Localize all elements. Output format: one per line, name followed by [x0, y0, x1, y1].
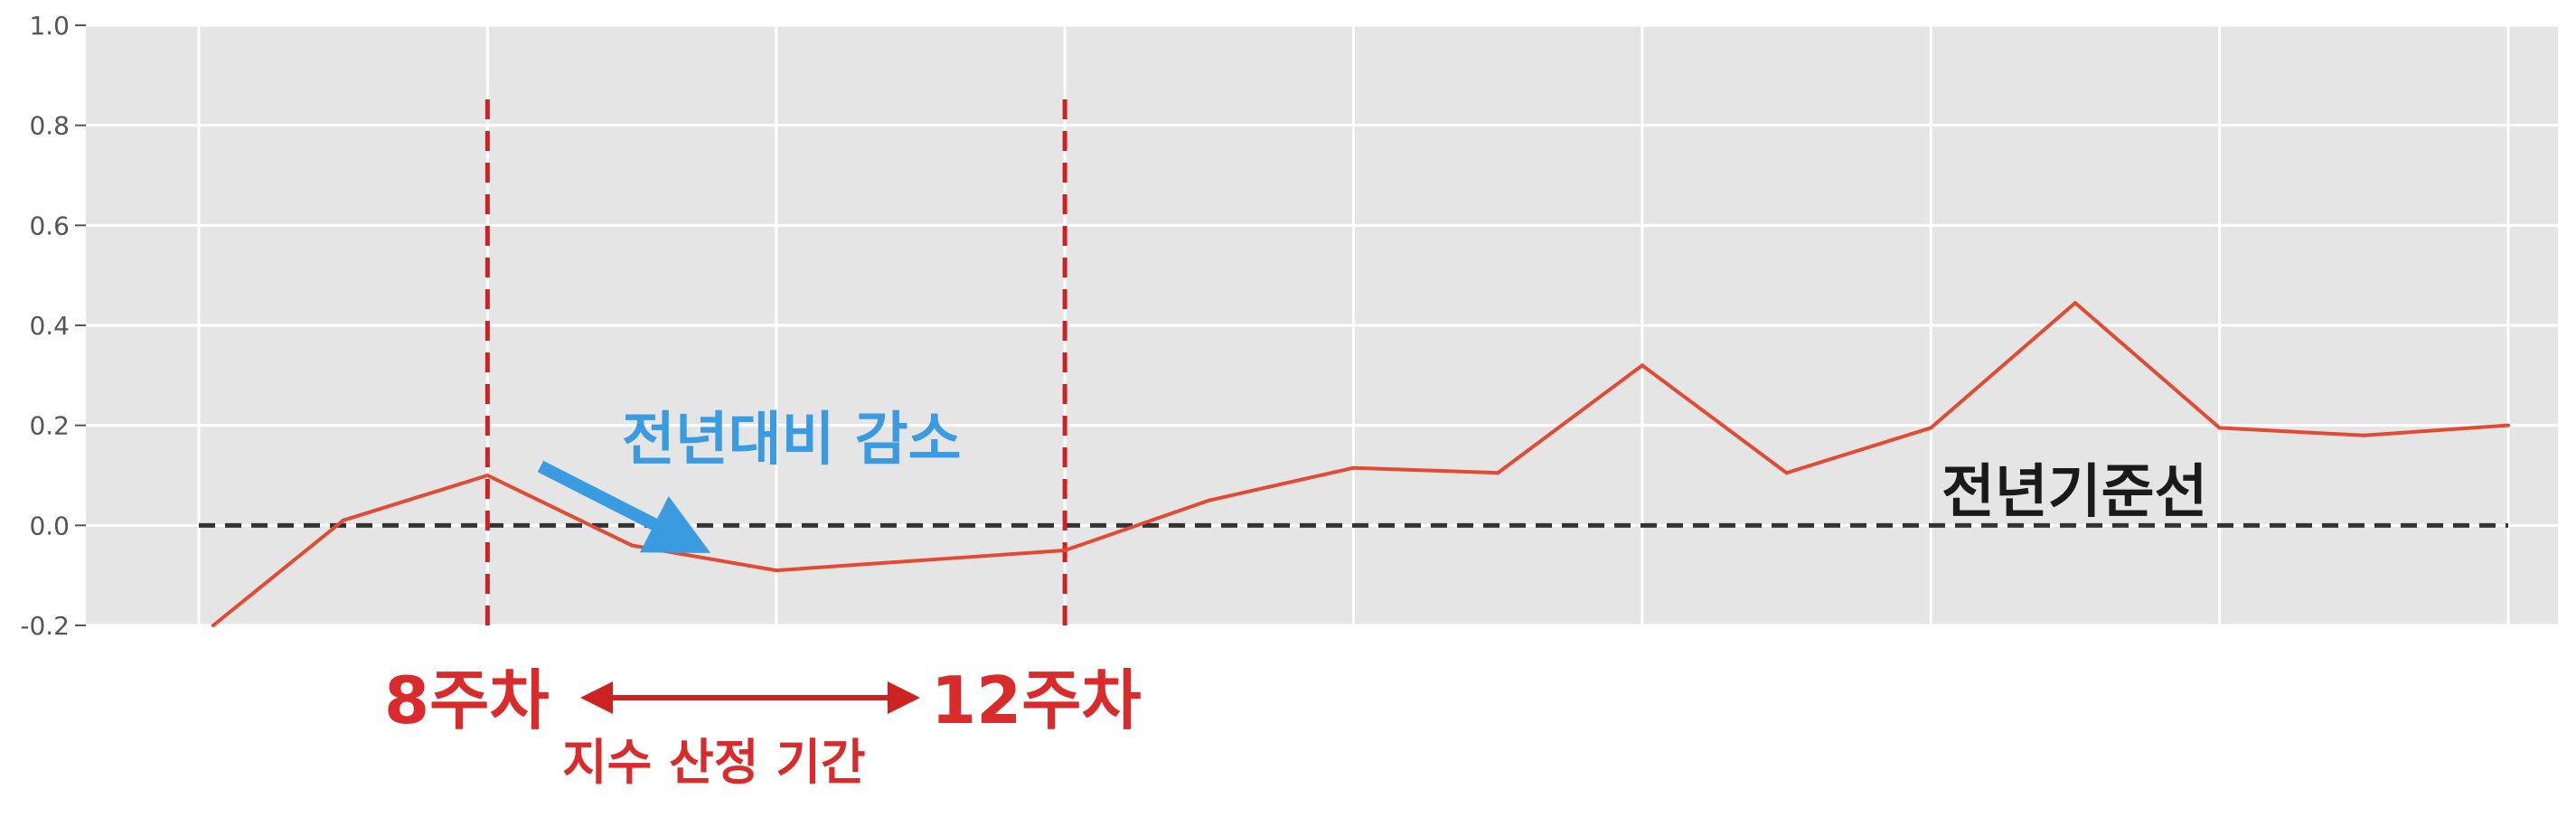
- marker-label-week-12: 12주차: [931, 662, 1142, 738]
- series-point-8: [1351, 465, 1356, 470]
- series-point-12: [1929, 426, 1933, 430]
- series-point-14: [2217, 426, 2222, 430]
- series-point-5: [918, 559, 923, 563]
- series-point-9: [1496, 471, 1500, 475]
- y-axis: -0.2 0.0 0.2 0.4 0.6 0.8 1.0: [20, 11, 86, 641]
- y-tick-label-2: 0.2: [29, 411, 70, 441]
- y-tick-label-0: -0.2: [20, 611, 70, 641]
- range-label: 지수 산정 기간: [562, 734, 866, 791]
- series-point-3: [630, 543, 635, 548]
- marker-label-week-8: 8주차: [384, 662, 550, 738]
- y-tick-label-1: 0.0: [29, 511, 70, 540]
- series-point-13: [2073, 301, 2077, 305]
- y-tick-label-4: 0.6: [29, 211, 70, 240]
- y-tick-label-6: 1.0: [29, 11, 70, 41]
- series-point-4: [774, 568, 778, 573]
- annotation-decrease-label: 전년대비 감소: [622, 407, 962, 474]
- series-point-0: [211, 624, 215, 627]
- series-point-6: [1063, 549, 1067, 552]
- series-point-1: [341, 518, 345, 522]
- series-point-11: [1784, 471, 1789, 475]
- y-tick-label-3: 0.4: [29, 311, 70, 341]
- series-point-16: [2506, 423, 2510, 427]
- y-tick-label-5: 0.8: [29, 111, 70, 141]
- series-point-7: [1207, 498, 1211, 502]
- baseline-label: 전년기준선: [1941, 459, 2207, 526]
- series-point-15: [2362, 433, 2366, 437]
- series-point-10: [1640, 363, 1644, 368]
- decrease-arrow: [537, 460, 711, 553]
- series-point-2: [485, 474, 490, 477]
